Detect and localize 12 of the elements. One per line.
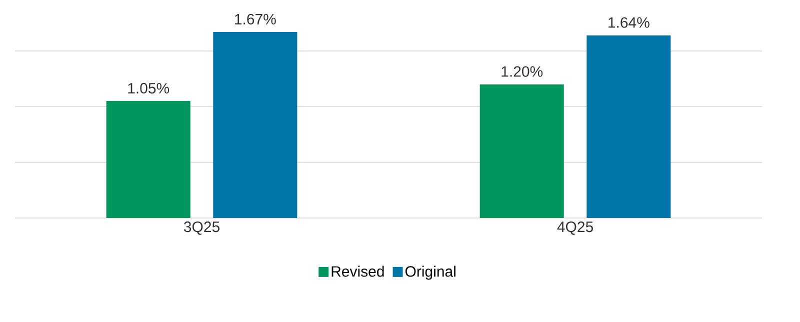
x-tick-label: 3Q25 xyxy=(184,222,220,235)
data-label: 1.05% xyxy=(128,82,170,94)
bar xyxy=(586,35,671,218)
bar xyxy=(480,84,564,218)
bar xyxy=(106,101,190,218)
x-tick-label: 4Q25 xyxy=(557,222,593,235)
legend-label: Revised xyxy=(332,266,384,277)
data-label: 1.67% xyxy=(235,14,276,24)
legend-label: Original xyxy=(405,266,456,280)
data-label: 1.64% xyxy=(608,17,650,28)
bar xyxy=(213,32,298,218)
data-label: 1.20% xyxy=(502,66,543,77)
